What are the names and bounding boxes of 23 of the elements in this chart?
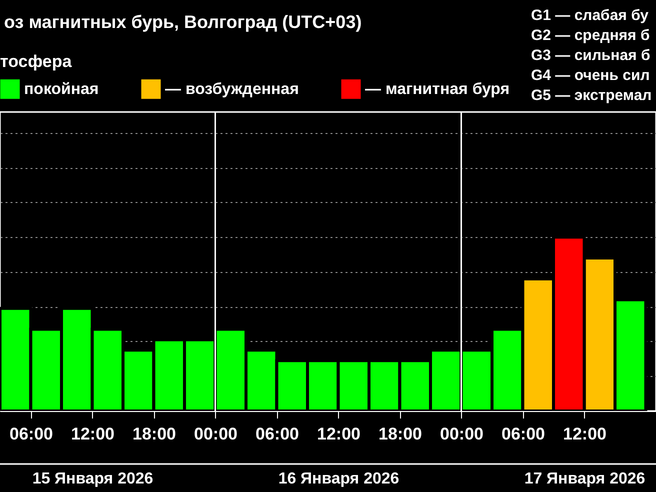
chart-title: оз магнитных бурь, Волгоград (UTC+03) [4, 12, 362, 33]
x-tick-label: 06:00 [502, 424, 545, 444]
legend-label: покойная [24, 81, 99, 98]
x2-tick-label: 17 Января 2026 [524, 470, 646, 488]
x-tick-label: 12:00 [317, 424, 360, 444]
legend-label: — возбужденная [165, 81, 299, 98]
legend-label: — магнитная буря [365, 81, 510, 98]
legend-title: тосфера [0, 52, 72, 71]
x2-tick-label: 15 Января 2026 [32, 470, 154, 488]
x-tick-label: 06:00 [10, 424, 53, 444]
text: G5 — экстремал [531, 86, 652, 106]
x-tick-label: 12:00 [563, 424, 606, 444]
text: G2 — средняя б [531, 26, 651, 46]
x2-tick-label: 16 Января 2026 [278, 470, 400, 488]
text: G1 — слабая бу [531, 6, 650, 26]
text: G4 — очень сил [531, 66, 651, 86]
x-tick-label: 06:00 [256, 424, 299, 444]
x-tick-label: 00:00 [440, 424, 484, 444]
x-tick-label: 18:00 [378, 424, 422, 444]
x-tick-label: 12:00 [71, 424, 114, 444]
x-tick-label: 00:00 [194, 424, 238, 444]
text: G3 — сильная б [531, 46, 652, 66]
x-tick-label: 18:00 [132, 424, 176, 444]
